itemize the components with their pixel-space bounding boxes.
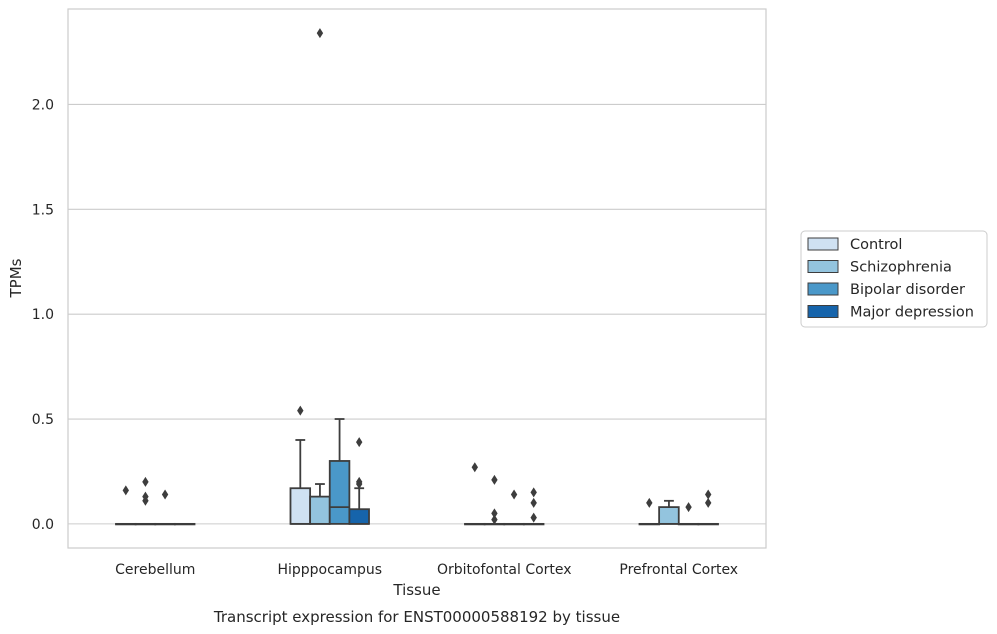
y-axis-ticks: 0.0 0.5 1.0 1.5 2.0 [32,97,54,532]
y-tick-label: 0.5 [32,412,54,428]
series-bipolar-disorder [154,418,700,526]
box-orbitofontal-cortex [464,462,486,526]
outlier-point [355,476,363,487]
outlier-point [704,497,712,508]
y-tick-label: 2.0 [32,97,54,113]
outlier-point [491,474,498,485]
box-iqr [289,487,312,525]
box-orbitofontal-cortex [503,489,525,526]
legend-label-control: Control [850,237,902,253]
box-prefrontal-cortex [697,489,719,526]
outlier-point [704,489,712,500]
outlier-point [491,514,498,525]
outlier-point [142,476,149,487]
outlier-point [161,489,169,500]
series-control [115,405,661,526]
y-tick-label: 0.0 [32,517,54,533]
legend-label-major-depression: Major depression [850,305,974,321]
box-cerebellum [154,489,176,526]
box-prefrontal-cortex [658,499,680,525]
outlier-point [510,489,518,500]
outlier-point [491,508,498,519]
outlier-point [530,497,537,508]
outlier-point [297,405,304,416]
chart-caption: Transcript expression for ENST0000058819… [213,608,620,626]
y-axis-label: TPMs [7,258,25,298]
legend-swatch-schizophrenia [807,260,839,273]
grid-lines [68,103,766,525]
outlier-point [471,462,479,473]
plot-area-frame [67,8,767,549]
box-hipppocampus [348,437,370,525]
box-orbitofontal-cortex [483,474,506,526]
box-iqr [348,508,370,525]
box-prefrontal-cortex [677,502,700,526]
legend-swatch-control [807,237,839,251]
box-cerebellum [115,485,137,526]
series-schizophrenia [134,28,680,526]
y-tick-label: 1.0 [32,307,54,323]
box-cerebellum [173,522,196,526]
box-hipppocampus [309,28,331,525]
legend-swatch-major-depression [807,305,839,318]
box-orbitofontal-cortex [522,487,545,526]
x-tick-label: Prefrontal Cortex [619,562,738,578]
y-tick-label: 1.5 [32,202,54,218]
box-iqr [658,506,680,525]
legend-swatch-bipolar-disorder [807,282,839,296]
box-prefrontal-cortex [638,497,661,526]
x-tick-label: Orbitofontal Cortex [437,562,572,578]
outlier-point [316,28,324,39]
outlier-point [122,485,130,496]
outlier-point [685,502,692,513]
legend: Control Schizophrenia Bipolar disorder Majo… [800,230,988,328]
legend-label-schizophrenia: Schizophrenia [850,260,952,276]
x-tick-label: Hipppocampus [277,562,382,578]
legend-frame [800,230,988,328]
x-axis-ticks: Cerebellum Hipppocampus Orbitofontal Corte… [115,562,738,578]
legend-label-bipolar-disorder: Bipolar disorder [850,282,965,298]
outlier-point [530,512,537,523]
series-major-depression [173,437,719,526]
box-iqr [309,495,331,525]
box-hipppocampus [328,418,351,525]
box-hipppocampus [289,405,312,525]
box-groups [115,28,719,526]
outlier-point [646,497,653,508]
outlier-point [142,491,149,502]
box-cerebellum [134,476,157,526]
x-tick-label: Cerebellum [115,562,195,578]
x-axis-label: Tissue [392,581,440,599]
box-iqr [328,460,351,525]
outlier-point [355,437,363,448]
outlier-point [530,487,537,498]
